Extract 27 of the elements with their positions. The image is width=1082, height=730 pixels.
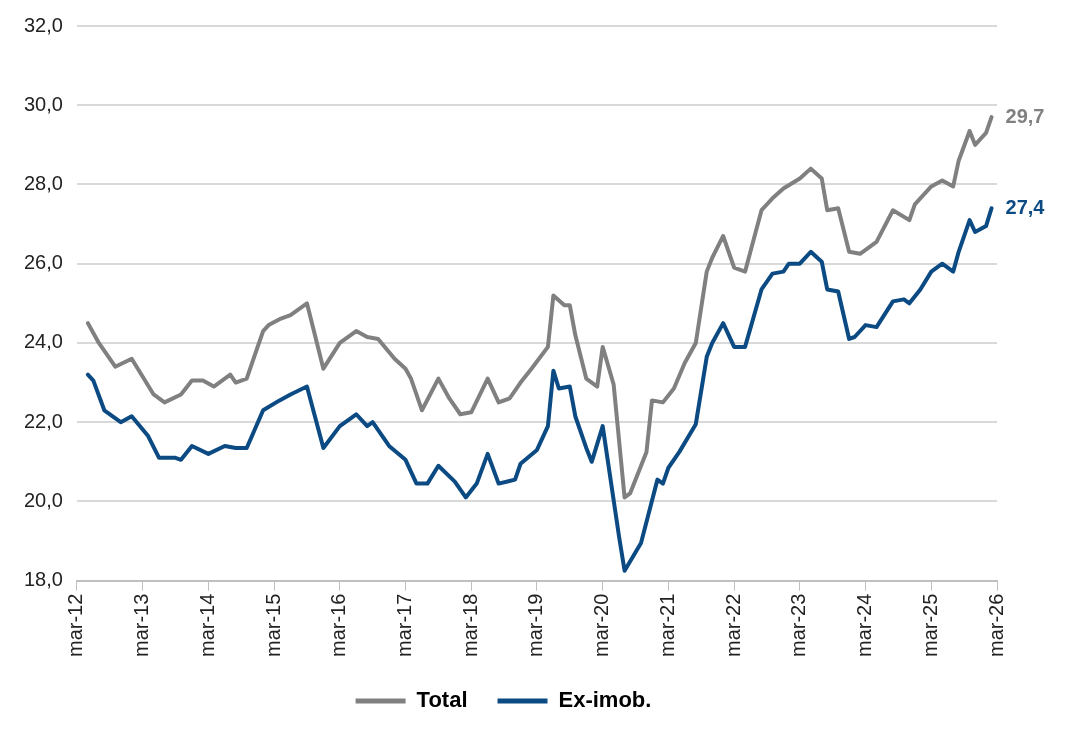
x-tick-label: mar-15: [261, 593, 284, 658]
x-tick-label: mar-13: [130, 593, 153, 658]
y-tick-label: 28,0: [23, 171, 63, 194]
legend-label: Ex-imob.: [558, 687, 652, 713]
x-tick-label: mar-16: [327, 593, 350, 658]
x-tick-label: mar-25: [918, 593, 941, 658]
y-tick-label: 32,0: [23, 13, 63, 36]
annotation: 29,7: [1005, 104, 1045, 127]
y-tick-label: 24,0: [23, 330, 63, 353]
y-tick-label: 20,0: [23, 488, 63, 511]
annotation: 27,4: [1005, 195, 1046, 218]
y-tick-label: 26,0: [23, 251, 63, 274]
y-tick-label: 22,0: [23, 409, 63, 432]
x-tick-label: mar-19: [524, 593, 547, 658]
x-tick-label: mar-23: [787, 593, 810, 658]
x-tick-label: mar-18: [458, 593, 481, 658]
y-tick-label: 30,0: [23, 92, 63, 115]
x-tick-label: mar-20: [590, 593, 613, 658]
legend-label: Total: [416, 687, 468, 713]
x-tick-label: mar-22: [721, 593, 744, 658]
x-tick-label: mar-24: [853, 593, 876, 658]
x-tick-label: mar-17: [393, 593, 416, 658]
x-tick-label: mar-21: [655, 593, 678, 658]
y-tick-label: 18,0: [23, 568, 63, 591]
x-tick-label: mar-14: [195, 593, 218, 658]
x-tick-label: mar-26: [984, 593, 1007, 658]
x-tick-label: mar-12: [64, 593, 87, 658]
